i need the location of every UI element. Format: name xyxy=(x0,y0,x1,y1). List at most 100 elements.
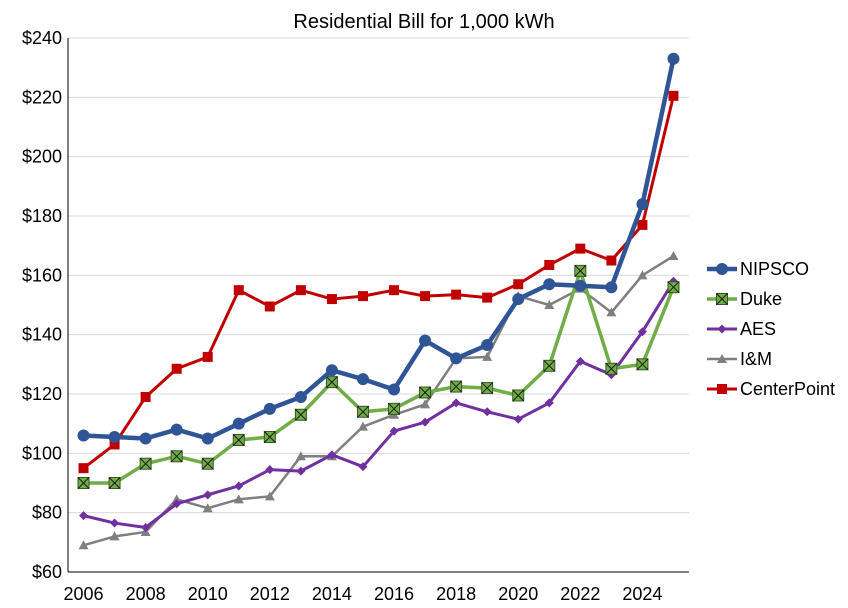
data-point xyxy=(419,334,432,347)
series-nipsco xyxy=(77,52,680,445)
x-tick-label: 2020 xyxy=(498,584,538,604)
data-point xyxy=(606,307,617,317)
data-point xyxy=(420,417,430,427)
y-tick-label: $60 xyxy=(32,562,62,582)
x-tick-label: 2008 xyxy=(126,584,166,604)
data-point-cross xyxy=(512,389,525,402)
y-tick-label: $140 xyxy=(22,325,62,345)
data-point-cross xyxy=(263,431,276,443)
data-point xyxy=(358,462,368,472)
data-point xyxy=(295,451,306,461)
data-point-cross xyxy=(232,434,245,446)
data-point-cross xyxy=(326,376,338,388)
data-point xyxy=(203,490,213,500)
data-point xyxy=(233,285,244,296)
data-point xyxy=(513,279,524,290)
data-point xyxy=(668,90,679,101)
data-point xyxy=(263,402,276,415)
data-point xyxy=(77,477,90,489)
data-point xyxy=(388,402,401,415)
data-point xyxy=(575,243,586,254)
data-point-cross xyxy=(716,293,728,305)
data-point xyxy=(667,281,680,294)
series-centerpoint xyxy=(78,90,679,474)
y-tick-label: $220 xyxy=(22,87,62,107)
data-point xyxy=(419,386,432,399)
gridlines xyxy=(68,37,689,573)
data-point-cross xyxy=(139,457,152,470)
data-point xyxy=(170,450,183,463)
x-tick-label: 2012 xyxy=(250,584,290,604)
data-point xyxy=(451,398,461,408)
data-point xyxy=(637,327,647,337)
data-point-cross xyxy=(77,477,90,489)
data-point-cross xyxy=(357,405,369,418)
data-point xyxy=(544,300,555,309)
data-point xyxy=(79,511,89,521)
data-point xyxy=(389,285,400,296)
data-point xyxy=(356,373,369,386)
data-point xyxy=(668,251,679,261)
axes: $60 $80 $100 $120 $140 $160 $180 $200 $220 $240 20… xyxy=(22,28,689,604)
data-point xyxy=(451,289,462,300)
data-point xyxy=(574,264,587,277)
data-point xyxy=(605,281,618,294)
data-point xyxy=(543,359,556,372)
data-point xyxy=(357,291,368,302)
x-tick-label: 2018 xyxy=(436,584,476,604)
y-tick-label: $240 xyxy=(22,28,62,48)
series-line xyxy=(82,279,675,529)
data-point xyxy=(108,431,121,444)
data-point xyxy=(296,466,306,476)
data-point xyxy=(481,339,494,352)
data-point-cross xyxy=(605,362,618,375)
data-point xyxy=(482,351,493,361)
data-point xyxy=(636,198,649,211)
legend-item: CenterPoint xyxy=(707,379,835,399)
data-point xyxy=(109,439,120,450)
legend-label: NIPSCO xyxy=(740,259,809,279)
data-point xyxy=(544,398,554,408)
data-point xyxy=(110,518,120,528)
data-point xyxy=(543,278,556,291)
data-point xyxy=(716,293,728,305)
data-point-cross xyxy=(450,380,462,393)
data-point xyxy=(637,219,648,230)
y-tick-label: $100 xyxy=(22,443,62,463)
data-point xyxy=(201,432,214,445)
data-point xyxy=(420,291,431,302)
legend-label: CenterPoint xyxy=(740,379,835,399)
data-point xyxy=(327,450,337,460)
y-tick-label: $80 xyxy=(32,503,62,523)
data-point xyxy=(232,433,245,446)
data-point xyxy=(201,457,214,470)
y-tick-label: $200 xyxy=(22,147,62,167)
legend-item: NIPSCO xyxy=(707,259,809,279)
data-point xyxy=(357,421,368,431)
data-point xyxy=(170,423,183,436)
data-point xyxy=(512,389,525,402)
data-point-cross xyxy=(574,265,587,277)
data-point xyxy=(265,465,275,475)
data-point xyxy=(637,270,648,280)
data-point xyxy=(717,384,727,394)
data-point-cross xyxy=(543,359,556,372)
data-point xyxy=(234,481,244,491)
data-point xyxy=(450,380,463,393)
data-point xyxy=(325,376,338,389)
data-point xyxy=(388,383,401,396)
data-point xyxy=(294,408,307,421)
legend-label: Duke xyxy=(740,289,782,309)
data-point-cross xyxy=(481,382,494,394)
x-tick-label: 2010 xyxy=(188,584,228,604)
data-point xyxy=(482,292,493,303)
series-line xyxy=(82,94,675,470)
data-point xyxy=(139,457,152,470)
data-point xyxy=(264,491,275,501)
data-point xyxy=(171,363,182,374)
data-point xyxy=(263,431,276,444)
series-line xyxy=(82,254,675,547)
data-point xyxy=(78,540,89,550)
